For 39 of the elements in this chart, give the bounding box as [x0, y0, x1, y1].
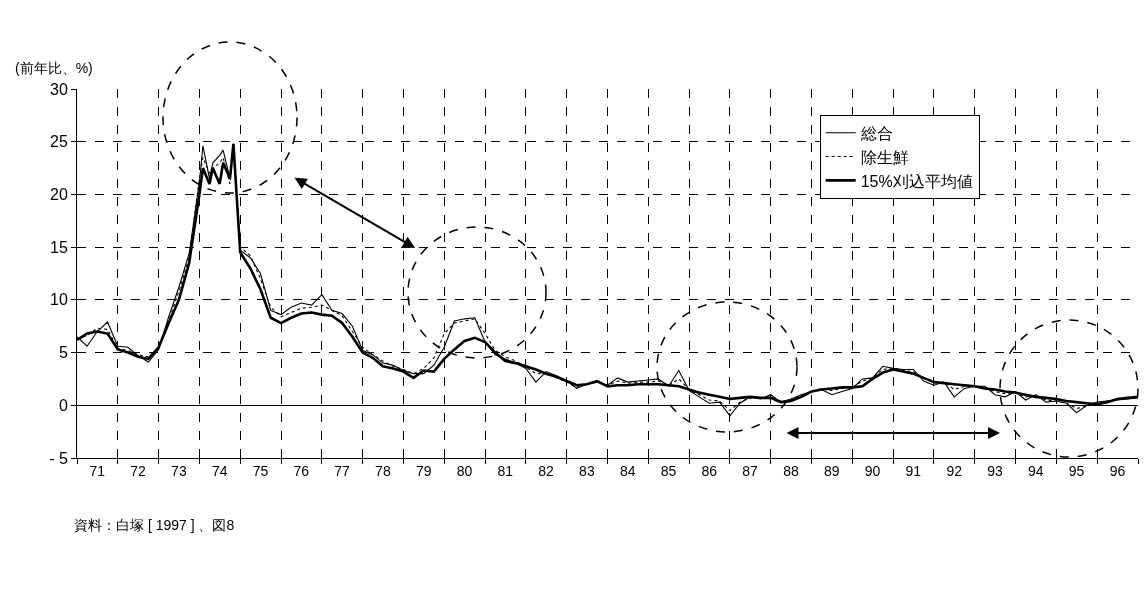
x-tick-label: 90	[864, 462, 881, 479]
x-tick-label: 72	[130, 462, 147, 479]
x-tick-label: 74	[211, 462, 228, 479]
x-tick-label: 82	[538, 462, 555, 479]
x-tick-label: 88	[783, 462, 799, 479]
x-tick-label: 85	[660, 462, 677, 479]
x-tick-label: 76	[293, 462, 310, 479]
legend-label: 15%刈込平均値	[860, 172, 973, 190]
x-tick-label: 79	[415, 462, 432, 479]
x-tick-label: 91	[905, 462, 922, 479]
y-tick-label: 10	[50, 291, 68, 309]
x-tick-label: 83	[579, 462, 595, 479]
x-tick-label: 89	[823, 462, 840, 479]
x-tick-label: 78	[375, 462, 391, 479]
legend-label: 総合	[859, 124, 893, 142]
x-tick-label: 96	[1109, 462, 1126, 479]
y-tick-label: - 5	[49, 449, 68, 467]
y-tick-label: 0	[58, 396, 68, 414]
x-tick-label: 81	[497, 462, 514, 479]
x-tick-label: 95	[1068, 462, 1085, 479]
x-tick-label: 94	[1027, 462, 1044, 479]
y-tick-label: 25	[50, 133, 68, 151]
y-tick-label: 30	[50, 80, 68, 98]
y-tick-label: 15	[50, 238, 68, 256]
x-tick-label: 75	[252, 462, 269, 479]
x-tick-label: 92	[946, 462, 963, 479]
text: 資料：白塚 [ 1997 ] 、図8	[74, 517, 235, 533]
y-axis-title: (前年比、%)	[15, 60, 93, 76]
x-tick-label: 71	[89, 462, 106, 479]
x-tick-label: 80	[456, 462, 473, 479]
x-tick-label: 77	[334, 462, 351, 479]
legend-label: 除生鮮	[860, 148, 909, 166]
x-tick-label: 93	[987, 462, 1003, 479]
x-tick-label: 84	[619, 462, 636, 479]
y-tick-label: 20	[50, 186, 68, 204]
x-tick-label: 87	[742, 462, 759, 479]
y-tick-label: 5	[58, 344, 68, 362]
x-tick-label: 73	[171, 462, 187, 479]
x-tick-label: 86	[701, 462, 718, 479]
